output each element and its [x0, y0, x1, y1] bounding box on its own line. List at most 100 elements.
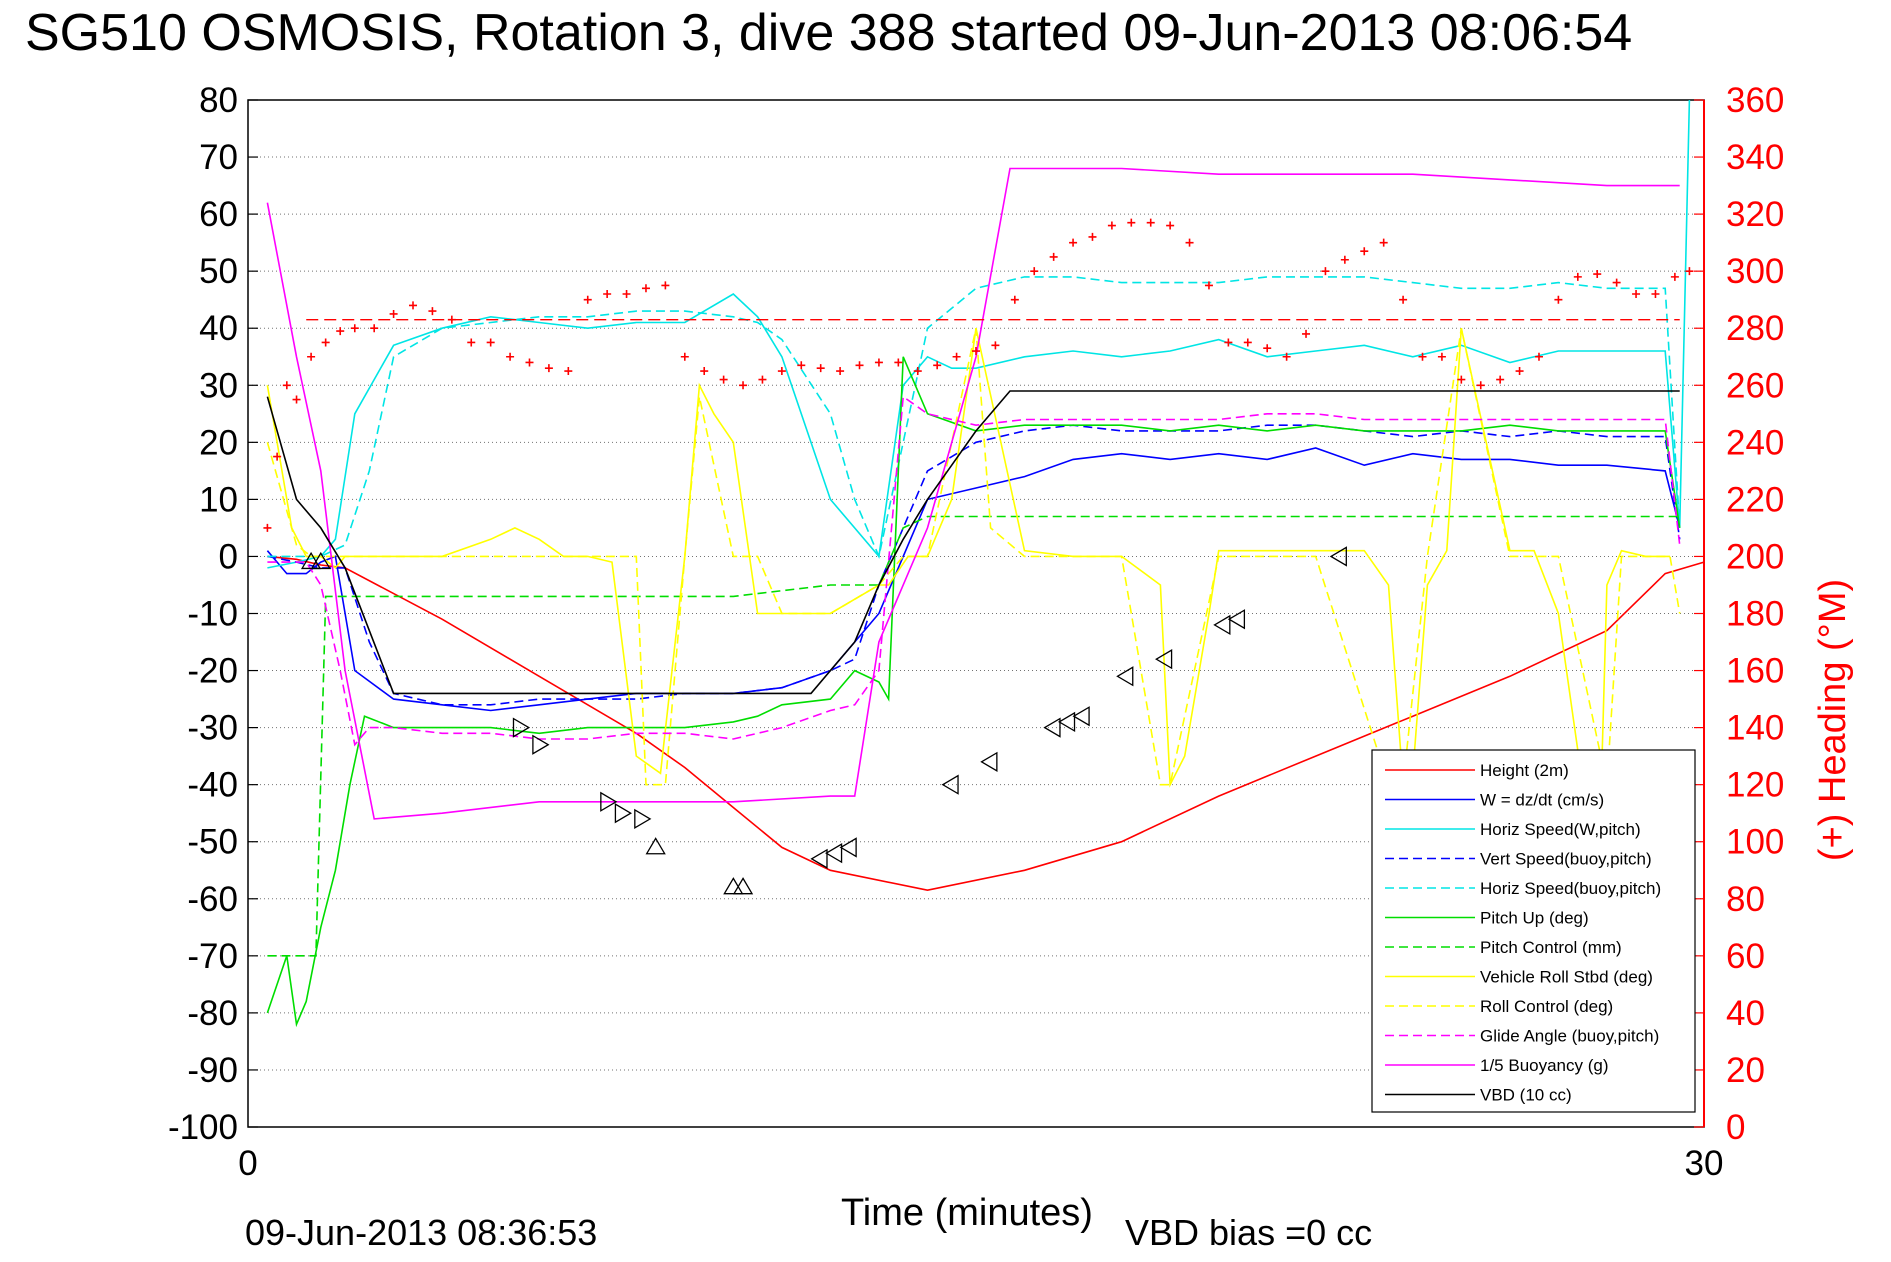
- heading-marker: [680, 352, 689, 361]
- legend-label: Horiz Speed(W,pitch): [1480, 820, 1641, 839]
- heading-marker: [336, 327, 345, 336]
- heading-marker: [1204, 281, 1213, 290]
- depth-marker: [980, 751, 998, 772]
- series-line-1: [266, 447, 1681, 712]
- heading-marker: [1185, 238, 1194, 247]
- heading-marker: [1573, 272, 1582, 281]
- y-tick-label: -70: [187, 937, 238, 976]
- heading-marker: [273, 452, 282, 461]
- heading-marker: [933, 361, 942, 370]
- heading-marker: [1418, 352, 1427, 361]
- heading-marker: [292, 395, 301, 404]
- legend-label: Roll Control (deg): [1480, 997, 1613, 1016]
- heading-marker: [1030, 267, 1039, 276]
- heading-marker: [1651, 289, 1660, 298]
- heading-marker: [1437, 352, 1446, 361]
- heading-marker: [913, 367, 922, 376]
- y-tick-label: -40: [187, 766, 238, 805]
- y2-tick-label: 20: [1726, 1051, 1765, 1090]
- heading-marker: [758, 375, 767, 384]
- heading-marker: [1049, 252, 1058, 261]
- y2-tick-label: 120: [1726, 766, 1784, 805]
- heading-marker: [350, 324, 359, 333]
- y-tick-label: -30: [187, 709, 238, 748]
- footer-timestamp: 09-Jun-2013 08:36:53: [245, 1212, 597, 1253]
- heading-marker: [506, 352, 515, 361]
- x-axis: 0 30: [238, 1144, 1723, 1183]
- heading-marker: [1088, 232, 1097, 241]
- y2-tick-label: 220: [1726, 480, 1784, 519]
- heading-marker: [1554, 295, 1563, 304]
- y-tick-label: 60: [199, 195, 238, 234]
- depth-marker: [634, 808, 652, 830]
- depth-marker: [512, 717, 531, 738]
- series-line-8: [266, 328, 1681, 786]
- heading-marker: [1010, 295, 1019, 304]
- heading-marker: [1282, 352, 1291, 361]
- heading-markers: [263, 218, 1694, 532]
- series-line-10: [266, 167, 1680, 820]
- heading-marker: [1534, 352, 1543, 361]
- series-line-11: [266, 390, 1680, 695]
- y-tick-label: 10: [199, 480, 238, 519]
- y2-tick-label: 300: [1726, 252, 1784, 291]
- heading-marker: [1593, 270, 1602, 279]
- heading-marker: [583, 295, 592, 304]
- heading-marker: [389, 309, 398, 318]
- heading-marker: [307, 352, 316, 361]
- heading-marker: [447, 315, 456, 324]
- y2-tick-label: 160: [1726, 652, 1784, 691]
- heading-marker: [486, 338, 495, 347]
- series-line-6: [267, 515, 1680, 957]
- depth-marker: [310, 551, 331, 570]
- depth-marker: [1329, 546, 1347, 567]
- depth-marker: [1043, 717, 1061, 738]
- depth-marker: [600, 791, 618, 812]
- heading-marker: [1166, 221, 1175, 230]
- heading-marker: [836, 367, 845, 376]
- heading-marker: [1302, 329, 1311, 338]
- y-tick-label: 50: [199, 252, 238, 291]
- x-axis-label: Time (minutes): [841, 1192, 1093, 1234]
- heading-marker: [1496, 375, 1505, 384]
- heading-marker: [641, 284, 650, 293]
- series-line-9: [267, 395, 1681, 747]
- x-tick-label: 0: [238, 1144, 257, 1183]
- depth-marker: [839, 837, 857, 858]
- heading-marker: [428, 307, 437, 316]
- heading-marker: [1379, 238, 1388, 247]
- y-tick-label: -20: [187, 652, 238, 691]
- depth-marker: [1213, 614, 1231, 636]
- heading-marker: [797, 361, 806, 370]
- legend-label: Vert Speed(buoy,pitch): [1480, 850, 1652, 869]
- heading-marker: [874, 358, 883, 367]
- depth-marker: [1057, 711, 1076, 733]
- heading-marker: [622, 289, 631, 298]
- heading-marker: [700, 367, 709, 376]
- depth-marker: [1227, 609, 1246, 630]
- y-tick-label: -100: [168, 1108, 238, 1147]
- heading-marker: [1632, 289, 1641, 298]
- legend-label: 1/5 Buoyancy (g): [1480, 1056, 1609, 1075]
- heading-marker: [816, 364, 825, 373]
- y-tick-label: 0: [219, 537, 238, 576]
- heading-marker: [370, 324, 379, 333]
- footer-vbd-bias: VBD bias =0 cc: [1125, 1212, 1372, 1253]
- y-tick-label: -60: [187, 880, 238, 919]
- heading-marker: [1069, 238, 1078, 247]
- legend-box: [1371, 749, 1696, 1113]
- y-tick-label: 20: [199, 423, 238, 462]
- y2-tick-label: 240: [1726, 423, 1784, 462]
- heading-marker: [409, 301, 418, 310]
- heading-marker: [564, 367, 573, 376]
- legend-label: Glide Angle (buoy,pitch): [1480, 1027, 1659, 1046]
- y2-tick-label: 340: [1726, 138, 1784, 177]
- y2-tick-label: 0: [1726, 1108, 1745, 1147]
- heading-marker: [777, 367, 786, 376]
- heading-marker: [1243, 338, 1252, 347]
- heading-marker: [972, 347, 980, 356]
- legend-label: Vehicle Roll Stbd (deg): [1480, 968, 1653, 987]
- legend-label: Horiz Speed(buoy,pitch): [1480, 879, 1661, 898]
- series-line-5: [266, 356, 1681, 1028]
- depth-marker: [1154, 649, 1173, 670]
